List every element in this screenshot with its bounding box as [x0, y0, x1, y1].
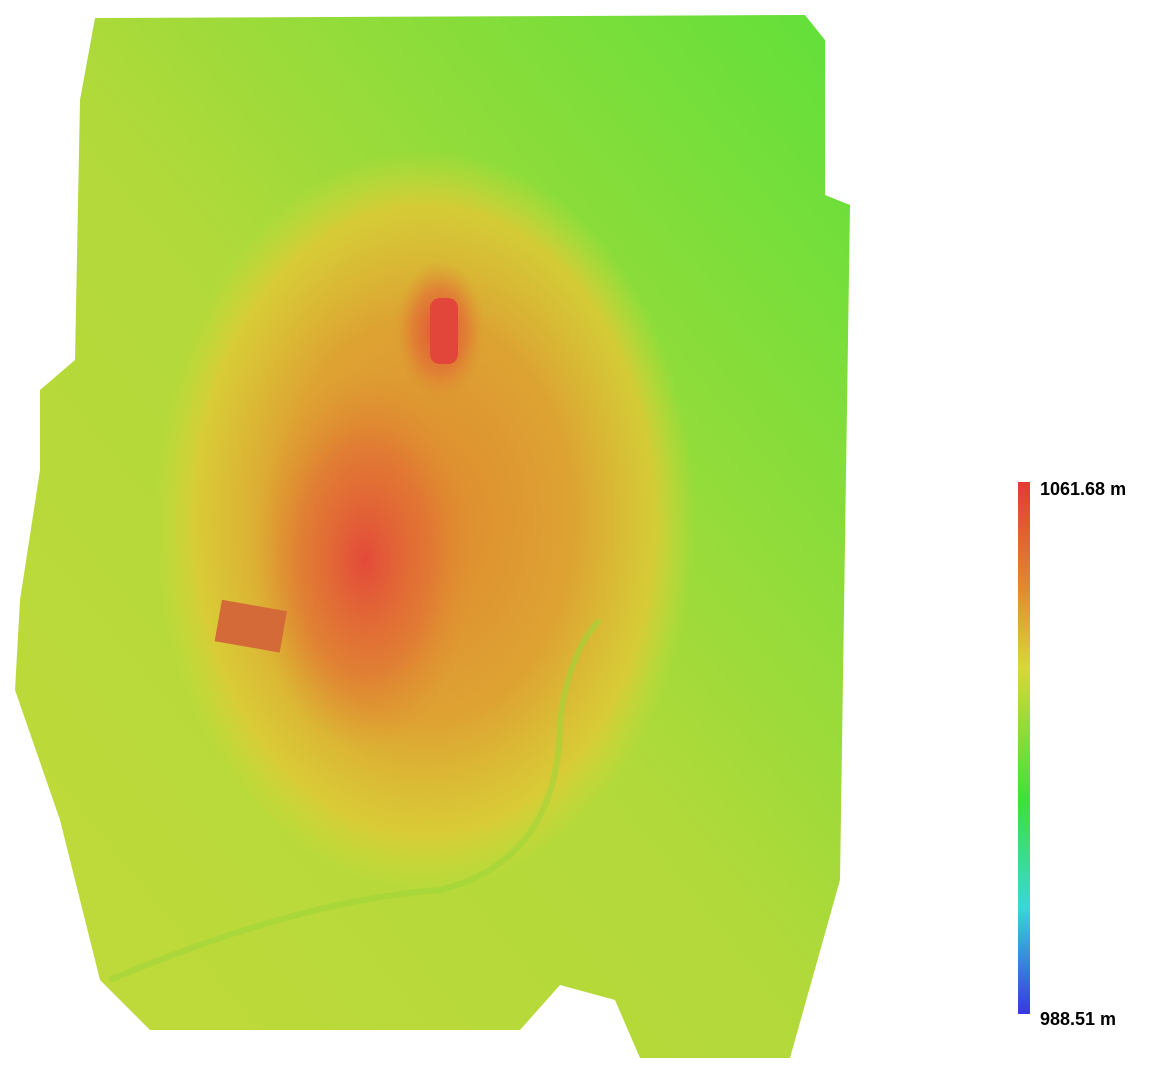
- legend-max: 1061.68 m: [1040, 479, 1126, 499]
- terrain: [15, 15, 850, 1058]
- legend-min: 988.51 m: [1040, 1009, 1116, 1029]
- color-scale: [1018, 482, 1030, 1014]
